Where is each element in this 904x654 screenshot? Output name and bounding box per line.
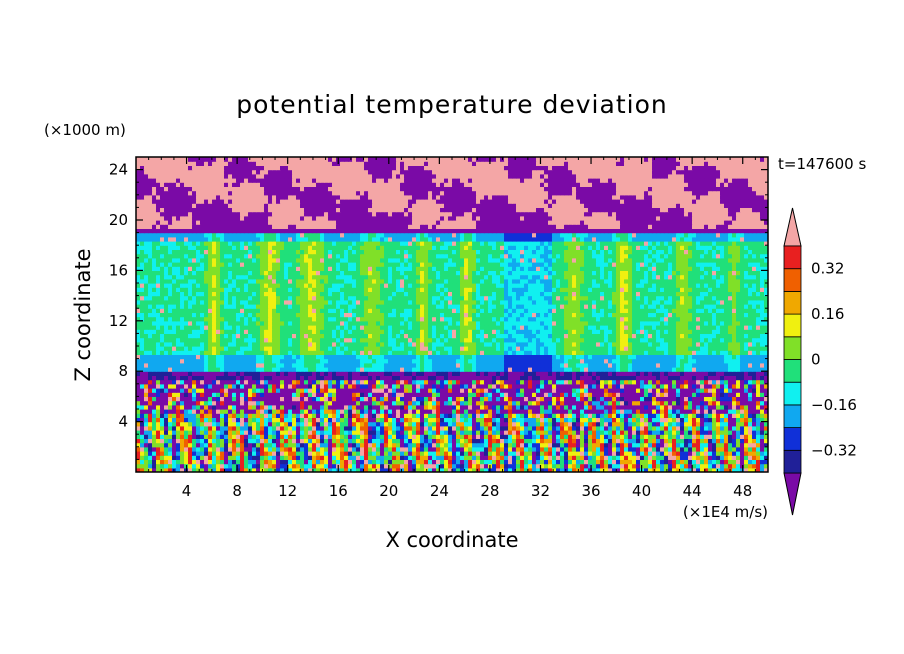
colorbar-extend-top [783, 207, 802, 247]
y-tick-label: 12 [109, 312, 128, 330]
colorbar-swatch [783, 290, 802, 315]
y-tick-label: 8 [118, 362, 128, 380]
x-tick-label: 32 [531, 482, 550, 500]
x-tick-label: 48 [733, 482, 752, 500]
colorbar-swatch [783, 313, 802, 338]
chart-title: potential temperature deviation [236, 90, 667, 119]
colorbar-swatch [783, 381, 802, 406]
colorbar-swatch [783, 268, 802, 292]
x-tick-label: 24 [430, 482, 449, 500]
colorbar-extend-bottom [783, 472, 802, 516]
colorbar-tick-label: 0 [811, 351, 821, 369]
x-tick-label: 8 [232, 482, 242, 500]
y-unit-label: (×1000 m) [44, 121, 126, 139]
colorbar-tick-label: 0.32 [811, 260, 844, 278]
colorbar-swatch [783, 336, 802, 360]
y-axis: 4 8 12 16 20 24 [109, 161, 768, 460]
time-label: t=147600 s [778, 155, 866, 173]
colorbar-tick-label: −0.32 [811, 441, 857, 459]
y-tick-label: 4 [118, 413, 128, 431]
contour-field [136, 157, 768, 472]
x-axis: 4 8 12 16 20 24 28 32 36 40 44 48 [148, 157, 756, 500]
colorbar-tick-label: 0.16 [811, 305, 844, 323]
x-tick-label: 36 [581, 482, 600, 500]
y-axis-label: Z coordinate [71, 248, 95, 381]
x-tick-label: 20 [379, 482, 398, 500]
colorbar-tick-label: −0.16 [811, 396, 857, 414]
colorbar-swatch [783, 427, 802, 451]
x-unit-label: (×1E4 m/s) [683, 503, 768, 521]
y-tick-label: 24 [109, 161, 128, 179]
x-tick-label: 16 [329, 482, 348, 500]
x-tick-label: 28 [480, 482, 499, 500]
colorbar-swatch [783, 449, 802, 474]
x-tick-label: 44 [683, 482, 702, 500]
colorbar-swatch [783, 404, 802, 428]
colorbar: 0.32 0.16 0 −0.16 −0.32 [783, 207, 857, 516]
x-tick-label: 40 [632, 482, 651, 500]
colorbar-swatch [783, 245, 802, 270]
y-tick-label: 20 [109, 211, 128, 229]
x-tick-label: 4 [182, 482, 192, 500]
y-tick-label: 16 [109, 261, 128, 279]
colorbar-swatch [783, 359, 802, 383]
x-axis-label: X coordinate [385, 528, 518, 552]
x-tick-label: 12 [278, 482, 297, 500]
